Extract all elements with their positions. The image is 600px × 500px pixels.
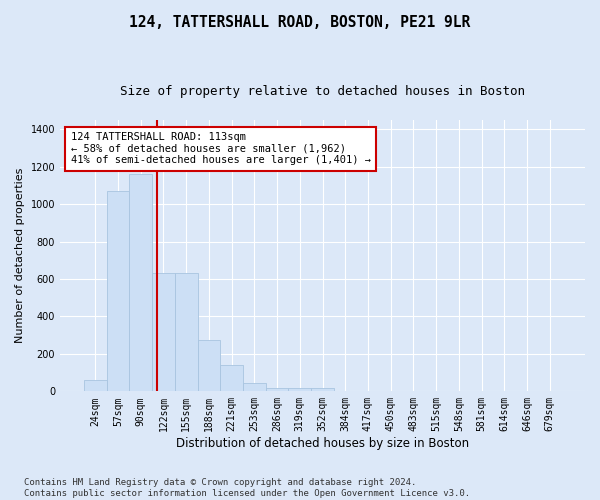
Bar bbox=[84, 380, 107, 392]
X-axis label: Distribution of detached houses by size in Boston: Distribution of detached houses by size … bbox=[176, 437, 469, 450]
Y-axis label: Number of detached properties: Number of detached properties bbox=[15, 168, 25, 344]
Bar bbox=[107, 191, 130, 392]
Bar bbox=[130, 174, 152, 392]
Text: 124, TATTERSHALL ROAD, BOSTON, PE21 9LR: 124, TATTERSHALL ROAD, BOSTON, PE21 9LR bbox=[130, 15, 470, 30]
Bar bbox=[152, 274, 175, 392]
Bar bbox=[175, 274, 197, 392]
Bar bbox=[197, 340, 220, 392]
Bar bbox=[266, 388, 289, 392]
Title: Size of property relative to detached houses in Boston: Size of property relative to detached ho… bbox=[120, 85, 525, 98]
Bar bbox=[311, 388, 334, 392]
Text: 124 TATTERSHALL ROAD: 113sqm
← 58% of detached houses are smaller (1,962)
41% of: 124 TATTERSHALL ROAD: 113sqm ← 58% of de… bbox=[71, 132, 371, 166]
Text: Contains HM Land Registry data © Crown copyright and database right 2024.
Contai: Contains HM Land Registry data © Crown c… bbox=[24, 478, 470, 498]
Bar bbox=[243, 383, 266, 392]
Bar bbox=[289, 388, 311, 392]
Bar bbox=[220, 365, 243, 392]
